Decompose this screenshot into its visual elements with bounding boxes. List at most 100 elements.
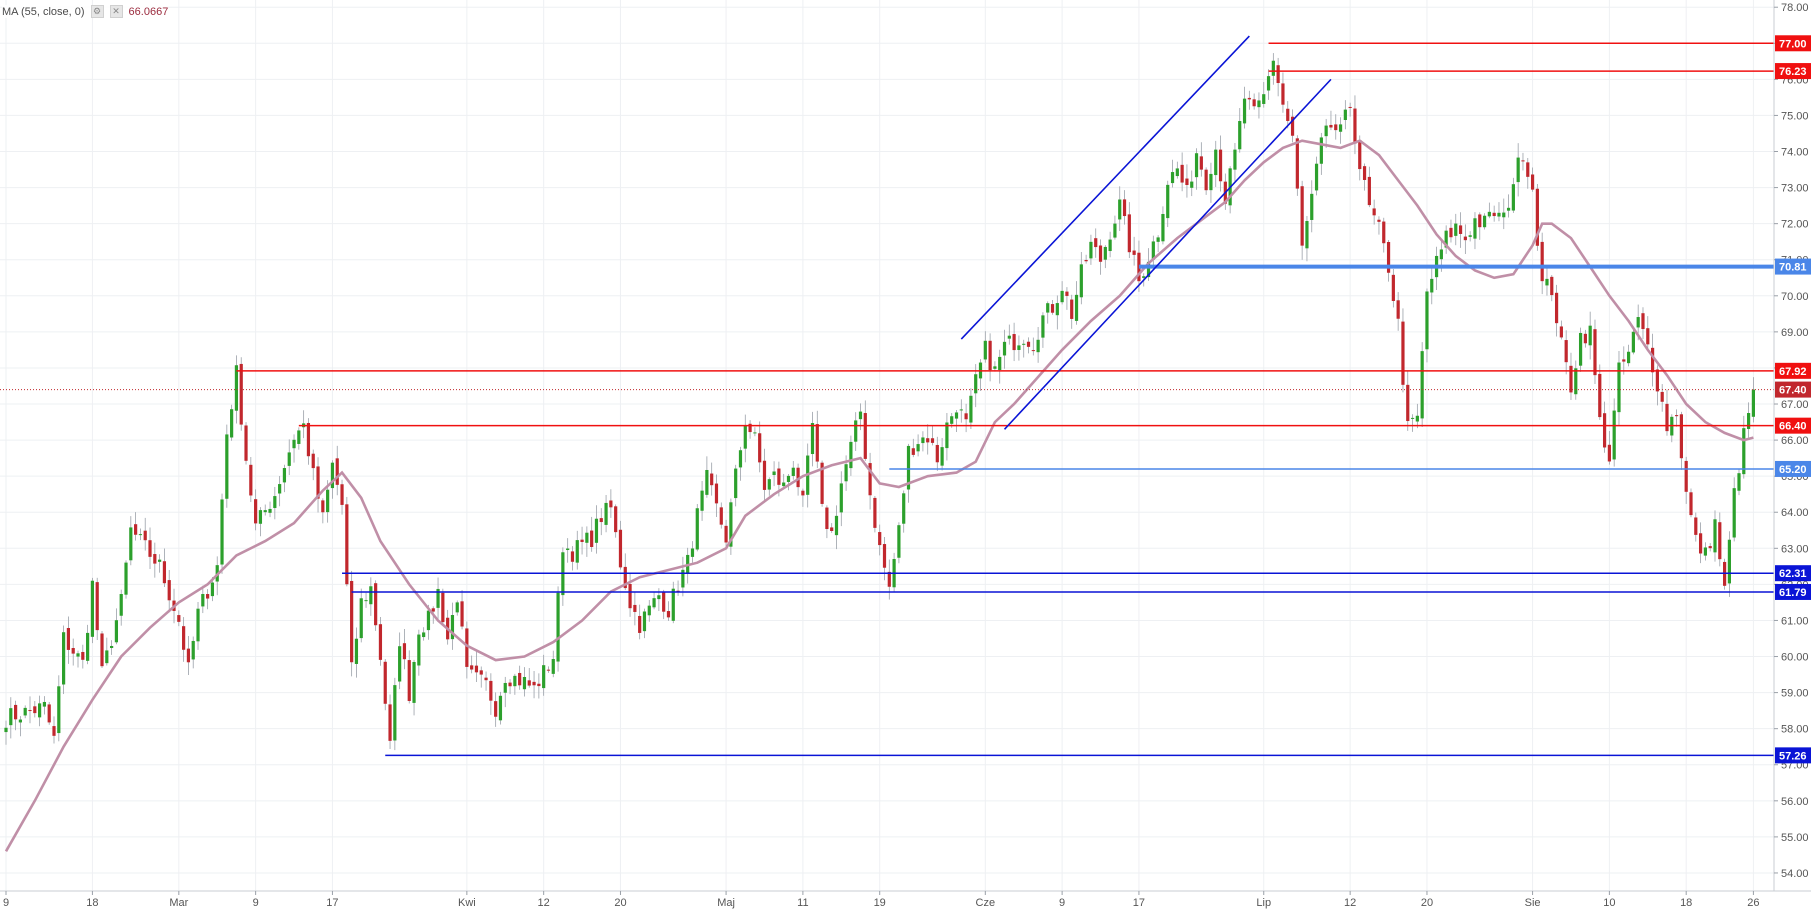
- candle-body: [777, 468, 781, 485]
- candle-body: [1348, 106, 1352, 108]
- x-tick-label: 17: [326, 897, 338, 909]
- candle-body: [326, 489, 330, 513]
- x-tick-label: 10: [1603, 897, 1615, 909]
- candle-body: [1607, 444, 1611, 462]
- candle-body: [4, 727, 8, 733]
- candle-body: [1046, 303, 1050, 313]
- candle-body: [911, 448, 915, 455]
- price-axis[interactable]: 54.0055.0056.0057.0058.0059.0060.0061.00…: [1773, 0, 1811, 891]
- candle-body: [1310, 193, 1314, 220]
- candle-body: [182, 626, 186, 650]
- candle-body: [402, 643, 407, 660]
- candle-body: [1439, 249, 1443, 260]
- grid-lines: [0, 0, 1774, 891]
- candle-body: [1079, 264, 1083, 298]
- candle-body: [57, 686, 61, 734]
- horizontal-levels[interactable]: [0, 42, 1774, 757]
- candle-body: [1257, 100, 1261, 108]
- candle-body: [1511, 184, 1515, 211]
- candle-body: [1247, 97, 1251, 100]
- moving-average-line: [4, 139, 1754, 852]
- candle-body: [873, 497, 877, 528]
- candle-body: [916, 444, 920, 452]
- candle-body: [878, 532, 882, 546]
- candle-body: [1031, 350, 1035, 352]
- candle-body: [1343, 109, 1347, 120]
- candle-body: [1017, 345, 1021, 350]
- candle-body: [1060, 290, 1064, 303]
- candle-body: [604, 502, 608, 525]
- candle-body: [820, 462, 824, 504]
- candle-body: [162, 561, 167, 584]
- candle-body: [734, 468, 738, 499]
- candle-body: [1506, 207, 1511, 211]
- time-axis[interactable]: 9 18 Mar 9 17 Kwi 12 20 Maj 11 19 Cze 9 17 Lip 12 20 Sie 1…: [0, 890, 1811, 912]
- candle-body: [671, 588, 675, 621]
- x-tick-label: 20: [614, 897, 626, 909]
- candle-body: [815, 424, 819, 462]
- candle-body: [839, 483, 843, 513]
- candle-body: [1103, 246, 1107, 260]
- moving-average-series: [4, 139, 1754, 852]
- price-badge: [1775, 417, 1811, 434]
- x-tick-label: 19: [874, 897, 886, 909]
- y-tick-label: 59.00: [1781, 688, 1809, 700]
- candle-body: [95, 582, 99, 631]
- candle-body: [1175, 168, 1179, 177]
- candle-body: [9, 708, 13, 726]
- candle-body: [849, 441, 853, 469]
- gear-icon[interactable]: ⚙: [90, 5, 104, 18]
- price-badge: [1775, 63, 1811, 80]
- candle-body: [1641, 313, 1645, 330]
- candle-body: [1430, 278, 1434, 293]
- candle-body: [503, 682, 507, 693]
- y-tick-label: 63.00: [1781, 543, 1809, 555]
- candle-body: [1713, 519, 1717, 553]
- candle-body: [758, 433, 762, 463]
- candle-body: [268, 508, 272, 513]
- candle-body: [1050, 304, 1055, 313]
- candle-body: [1660, 391, 1664, 402]
- x-tick-label: 9: [3, 897, 9, 909]
- candle-body: [1358, 140, 1362, 170]
- candle-body: [1166, 184, 1170, 219]
- candle-body: [1041, 315, 1045, 338]
- close-icon[interactable]: ✕: [109, 5, 123, 18]
- candle-body: [335, 458, 339, 485]
- candle-body: [666, 611, 671, 618]
- candle-body: [124, 562, 128, 595]
- candle-body: [1300, 186, 1304, 246]
- candle-body: [1521, 160, 1525, 162]
- candle-body: [1238, 121, 1242, 150]
- candle-body: [522, 676, 527, 690]
- candle-body: [993, 366, 997, 369]
- candle-body: [1473, 218, 1477, 239]
- candle-body: [950, 416, 954, 424]
- x-tick-label: Cze: [976, 897, 996, 909]
- candle-body: [1386, 241, 1391, 273]
- candle-body: [1598, 373, 1602, 418]
- candle-body: [153, 554, 157, 564]
- candle-body: [81, 651, 85, 660]
- candle-body: [998, 356, 1002, 370]
- price-badge: [1775, 583, 1811, 600]
- candle-body: [729, 502, 733, 547]
- candle-body: [638, 615, 642, 633]
- candle-body: [1665, 403, 1669, 432]
- candle-body: [1718, 522, 1722, 560]
- candle-body: [18, 719, 23, 723]
- candle-body: [306, 422, 311, 457]
- trend-channel[interactable]: [960, 35, 1332, 430]
- candle-body: [191, 640, 195, 660]
- candle-body: [42, 701, 47, 707]
- candle-body: [1271, 60, 1275, 76]
- candle-body: [1449, 227, 1453, 238]
- candle-body: [748, 423, 752, 433]
- candle-body: [926, 438, 930, 443]
- candle-body: [206, 594, 210, 599]
- x-tick-label: 17: [1133, 897, 1145, 909]
- price-badge: [1775, 565, 1811, 582]
- candle-body: [575, 540, 579, 563]
